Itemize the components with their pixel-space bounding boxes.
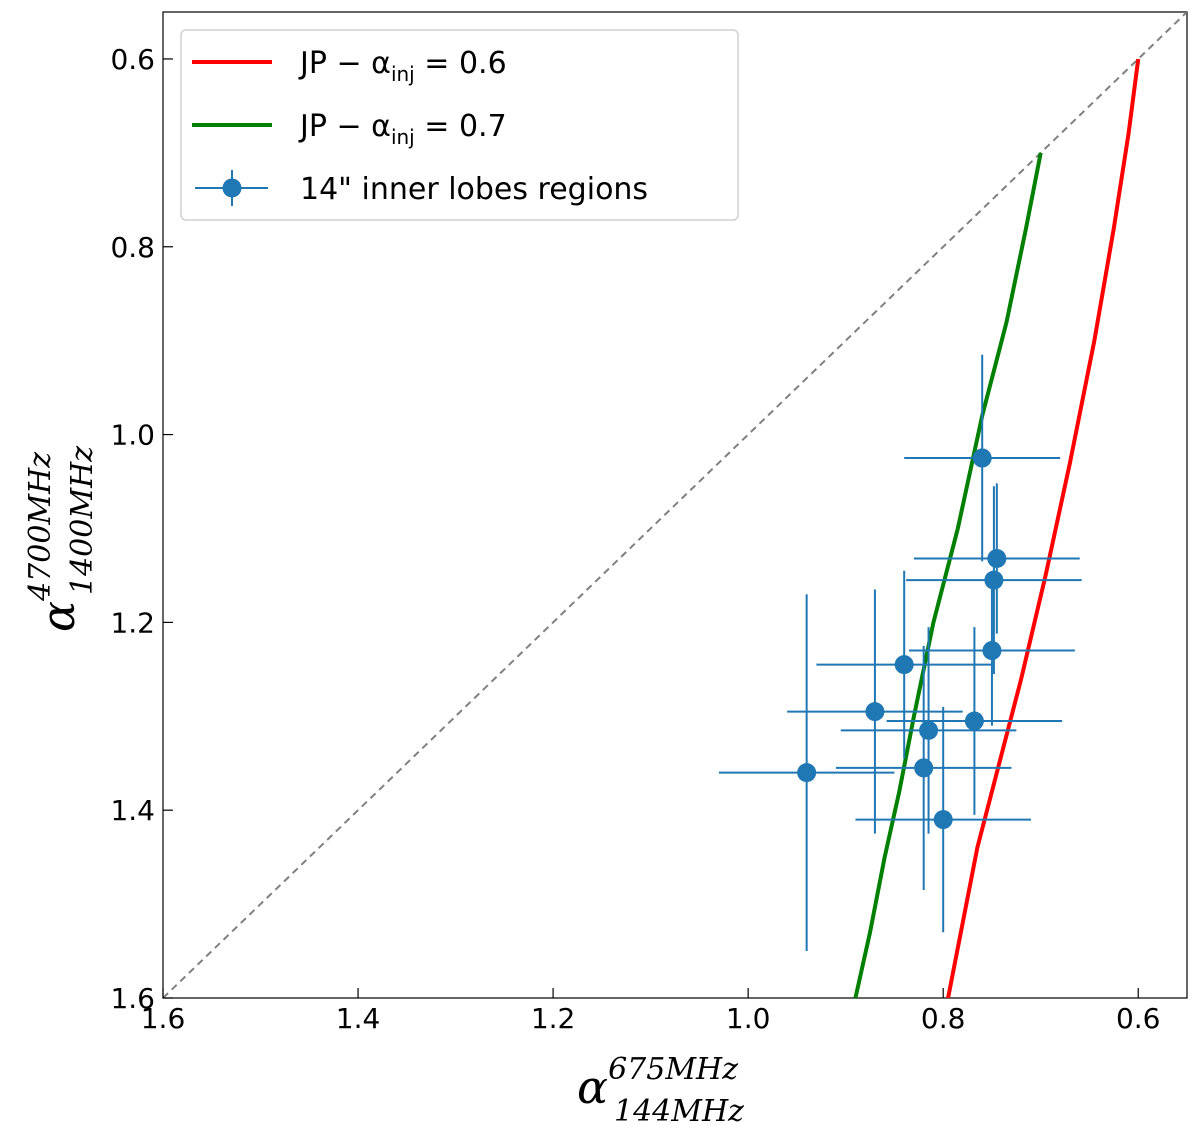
data-marker xyxy=(914,758,934,778)
y-axis-label: α4700MHz 1400MHz xyxy=(23,446,100,632)
legend-marker xyxy=(222,178,242,198)
data-point-4 xyxy=(909,575,1075,726)
legend-entry-1: JP − αinj = 0.6 xyxy=(192,46,507,86)
legend-label: JP − αinj = 0.6 xyxy=(298,46,507,86)
y-tick-label: 1.6 xyxy=(110,982,155,1015)
data-marker xyxy=(964,711,984,731)
data-marker xyxy=(982,641,1002,661)
data-marker xyxy=(972,448,992,468)
y-tick-label: 1.2 xyxy=(110,606,155,639)
y-tick-label: 1.0 xyxy=(110,419,155,452)
data-point-1 xyxy=(904,354,1061,562)
y-tick-label: 0.8 xyxy=(110,231,155,264)
data-marker xyxy=(987,549,1007,569)
x-axis-label-sub: 144MHz xyxy=(614,1094,744,1125)
data-point-11 xyxy=(855,706,1031,933)
data-point-2 xyxy=(913,483,1080,634)
y-tick-label: 0.6 xyxy=(110,43,155,76)
legend-entry-2: JP − αinj = 0.7 xyxy=(192,109,507,149)
legend-box xyxy=(180,29,739,221)
data-marker xyxy=(865,702,885,722)
x-axis-label-sup: 675MHz xyxy=(608,1052,738,1087)
data-marker xyxy=(984,570,1004,590)
x-tick-label: 1.6 xyxy=(141,1002,186,1035)
legend-label: 14" inner lobes regions xyxy=(300,172,648,207)
x-tick-label: 0.6 xyxy=(1116,1002,1161,1035)
series-line-2 xyxy=(853,152,1043,998)
x-axis-label: α675MHz 144MHz xyxy=(577,1052,744,1125)
x-axis-label-main: α xyxy=(577,1060,608,1114)
x-tick-label: 1.2 xyxy=(531,1002,576,1035)
y-axis-label-sub: 1400MHz xyxy=(65,446,100,595)
data-marker xyxy=(933,810,953,830)
y-axis-label-sup: 4700MHz xyxy=(23,452,58,602)
y-axis-label-main: α xyxy=(31,601,85,632)
x-tick-label: 1.0 xyxy=(726,1002,771,1035)
plot-frame xyxy=(162,11,1188,999)
plot-area xyxy=(163,12,1187,998)
series-line-1 xyxy=(946,58,1141,998)
data-point-9 xyxy=(835,645,1012,891)
data-point-7 xyxy=(787,589,963,834)
legend-entry-3: 14" inner lobes regions xyxy=(195,170,648,207)
legend: JP − αinj = 0.6 JP − αinj = 0.7 14" inner … xyxy=(180,29,739,221)
data-point-6 xyxy=(886,627,1063,815)
x-tick-label: 1.4 xyxy=(336,1002,381,1035)
legend-label: JP − αinj = 0.7 xyxy=(298,109,507,149)
data-marker xyxy=(919,720,939,740)
y-tick-label: 1.4 xyxy=(110,794,155,827)
x-tick-label: 0.8 xyxy=(921,1002,966,1035)
data-marker xyxy=(894,655,914,675)
data-point-10 xyxy=(718,594,895,952)
data-marker xyxy=(797,763,817,783)
one-to-one-reference-line xyxy=(163,12,1187,998)
data-point-5 xyxy=(816,570,992,759)
